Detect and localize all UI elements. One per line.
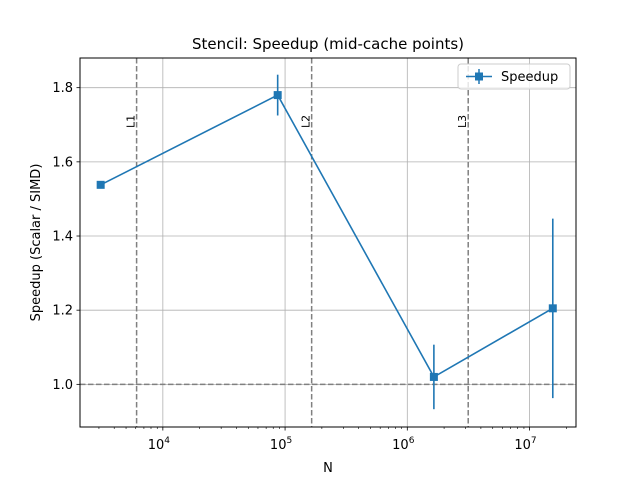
cache-level-label: L2 xyxy=(300,115,313,128)
cache-level-lines: L1 L2 L3 xyxy=(125,58,469,427)
y-axis-label: Speedup (Scalar / SIMD) xyxy=(29,164,44,322)
chart-title: Stencil: Speedup (mid-cache points) xyxy=(192,35,464,53)
y-tick-label: 1.0 xyxy=(52,378,73,393)
x-axis-ticks: 104 105 106 107 xyxy=(148,427,537,453)
x-axis-label: N xyxy=(323,461,333,476)
legend-box xyxy=(457,63,571,90)
y-axis-ticks: 1.0 1.2 1.4 1.6 1.8 xyxy=(52,81,80,393)
y-tick-label: 1.2 xyxy=(52,304,73,319)
cache-level-label: L3 xyxy=(456,115,469,128)
x-tick-label: 107 xyxy=(514,436,536,453)
y-tick-label: 1.8 xyxy=(52,81,73,96)
series-group xyxy=(96,74,557,410)
legend-marker-square xyxy=(475,72,483,81)
legend-entry-speedup: Speedup xyxy=(501,70,558,85)
plot-frame xyxy=(79,57,577,428)
series-line xyxy=(100,94,554,379)
y-tick-label: 1.6 xyxy=(52,155,73,170)
data-point xyxy=(273,91,282,100)
y-tick-label: 1.4 xyxy=(52,230,73,245)
x-tick-label: 105 xyxy=(270,436,292,453)
data-point xyxy=(429,372,438,381)
cache-level-label: L1 xyxy=(125,115,138,128)
x-tick-label: 106 xyxy=(392,436,415,453)
legend: Speedup xyxy=(457,63,571,90)
data-point xyxy=(96,180,105,189)
x-tick-label: 104 xyxy=(148,436,171,453)
minor-ticks xyxy=(98,427,567,429)
data-point xyxy=(548,304,557,313)
